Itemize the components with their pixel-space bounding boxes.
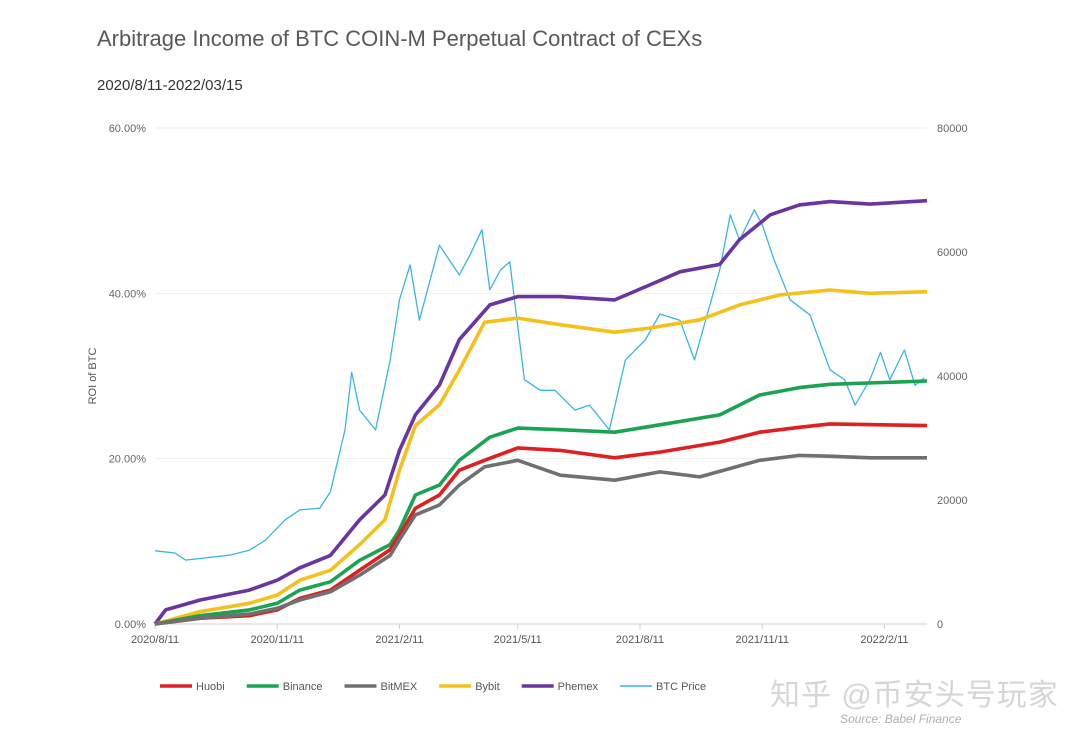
series-line-bybit [154, 288, 928, 626]
y-tick-label: 0.00% [115, 619, 146, 631]
x-tick-label: 2021/11/11 [736, 634, 789, 646]
legend-label: Phemex [558, 681, 599, 693]
y-axis-label: ROI of BTC [87, 348, 99, 405]
x-tick-label: 2021/5/11 [494, 634, 542, 646]
legend-label: Bybit [475, 681, 499, 693]
x-tick-label: 2022/2/11 [860, 634, 908, 646]
y2-tick-label: 40000 [937, 371, 968, 383]
chart-title: Arbitrage Income of BTC COIN-M Perpetual… [97, 26, 703, 51]
y2-tick-label: 20000 [937, 495, 968, 507]
y-tick-label: 20.00% [109, 454, 147, 466]
legend-label: Binance [283, 681, 323, 693]
legend-label: Huobi [196, 681, 225, 693]
y2-tick-label: 60000 [937, 247, 968, 259]
y2-tick-label: 80000 [937, 123, 968, 135]
series-line-bitmex [154, 453, 927, 626]
chart-subtitle: 2020/8/11-2022/03/15 [97, 77, 243, 94]
x-tick-label: 2021/2/11 [375, 634, 423, 646]
x-tick-label: 2021/8/11 [616, 634, 664, 646]
watermark: 知乎 @币安头号玩家 [770, 679, 1059, 712]
y-tick-label: 40.00% [109, 288, 147, 300]
source-note: Source: Babel Finance [840, 712, 962, 726]
y2-tick-label: 0 [937, 619, 943, 631]
legend-label: BTC Price [656, 681, 706, 693]
x-tick-label: 2020/8/11 [131, 634, 179, 646]
series-line-binance [154, 379, 928, 626]
legend-label: BitMEX [381, 681, 418, 693]
x-tick-label: 2020/11/11 [251, 634, 304, 646]
series-line-phemex [153, 198, 928, 626]
y-tick-label: 60.00% [109, 123, 147, 135]
series-line-btc-price [154, 209, 925, 561]
